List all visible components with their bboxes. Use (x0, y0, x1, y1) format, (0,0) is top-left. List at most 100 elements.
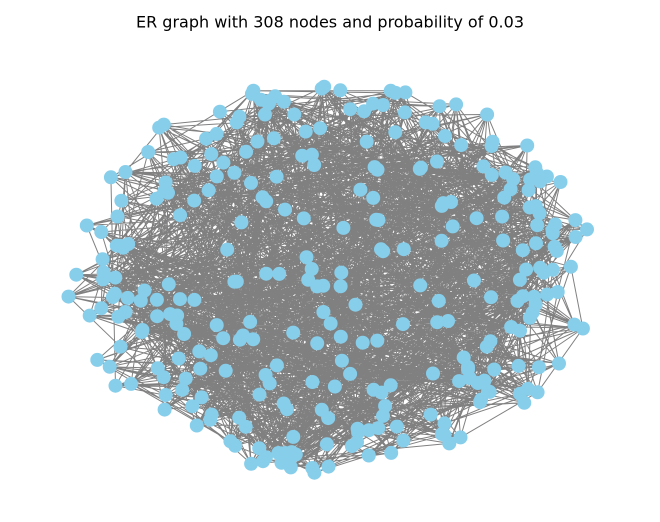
node (568, 213, 583, 228)
node (244, 175, 258, 190)
node (469, 211, 484, 226)
node (384, 445, 399, 460)
node (304, 262, 319, 276)
node (376, 408, 390, 423)
node (413, 278, 428, 293)
node (223, 434, 238, 449)
node (388, 125, 403, 140)
node (305, 375, 320, 389)
node (323, 316, 338, 331)
node (156, 370, 171, 385)
node (220, 242, 235, 257)
node (310, 336, 325, 351)
node (512, 272, 527, 287)
node (353, 182, 368, 197)
node (418, 115, 433, 130)
node (431, 293, 446, 308)
node (209, 318, 224, 333)
node (568, 230, 583, 244)
node (521, 381, 535, 396)
node (95, 252, 110, 267)
node (436, 196, 451, 211)
node (529, 236, 543, 251)
node (348, 297, 363, 312)
node (319, 437, 334, 452)
node (212, 104, 227, 119)
node (506, 172, 521, 187)
node (232, 109, 247, 124)
node (178, 371, 193, 386)
node (441, 314, 455, 328)
node (343, 366, 358, 381)
node (361, 448, 376, 463)
node (480, 107, 495, 122)
node (201, 183, 216, 198)
node (452, 374, 467, 389)
node (426, 366, 440, 381)
node (120, 290, 135, 305)
node (266, 131, 281, 146)
node (94, 225, 109, 239)
node (515, 243, 530, 258)
node (286, 325, 301, 340)
node (449, 97, 464, 112)
node (259, 266, 274, 281)
node (376, 244, 391, 259)
node (484, 167, 499, 182)
node (513, 323, 527, 338)
node (90, 352, 105, 367)
node (175, 382, 190, 397)
node (192, 344, 207, 359)
node (519, 262, 534, 277)
node (473, 395, 487, 410)
node (552, 356, 566, 371)
node (397, 105, 412, 120)
node (528, 297, 543, 312)
node (278, 202, 292, 217)
node (550, 285, 565, 299)
node (82, 308, 97, 323)
node (102, 359, 117, 374)
node (523, 172, 538, 187)
node (454, 138, 469, 153)
node (522, 310, 537, 325)
node (396, 433, 411, 448)
node (371, 213, 386, 227)
node (333, 329, 348, 344)
node (484, 139, 499, 153)
node (521, 183, 536, 198)
node (383, 378, 398, 393)
node (553, 175, 568, 189)
node (287, 107, 302, 122)
node (530, 218, 545, 233)
node (209, 126, 224, 141)
node (317, 79, 332, 94)
node (476, 159, 491, 174)
title: ER graph with 308 nodes and probability … (136, 13, 524, 32)
node (437, 416, 452, 431)
node (432, 99, 447, 114)
node (563, 259, 578, 274)
node (278, 446, 293, 460)
node (246, 83, 261, 98)
node (313, 121, 328, 136)
node (334, 353, 349, 368)
node (423, 407, 438, 422)
node (453, 430, 468, 445)
node (244, 456, 259, 471)
node (209, 169, 224, 184)
node (396, 242, 411, 257)
node (310, 279, 325, 294)
node (389, 419, 404, 434)
node (366, 190, 381, 205)
node (269, 169, 284, 184)
node (239, 144, 254, 159)
node (185, 399, 200, 414)
node (187, 158, 202, 173)
node (204, 407, 219, 422)
node (250, 134, 265, 149)
node (295, 148, 310, 163)
node (515, 289, 530, 304)
node (149, 292, 164, 307)
